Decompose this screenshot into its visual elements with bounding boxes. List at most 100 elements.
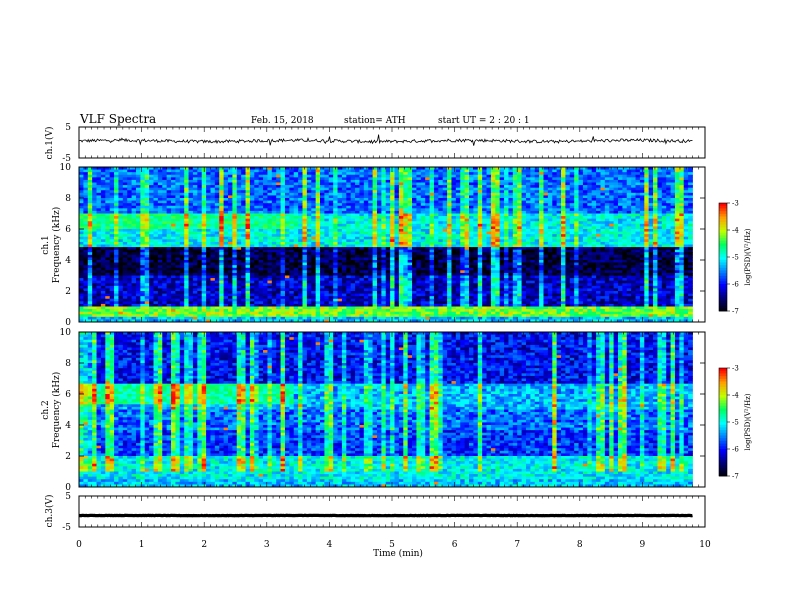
spectrogram-cell xyxy=(184,223,189,227)
spectrogram-cell xyxy=(197,223,203,227)
spectrogram-cell xyxy=(144,236,150,240)
spectrogram-cell xyxy=(166,213,172,217)
spectrogram-cell xyxy=(482,167,487,170)
spectrogram-cell xyxy=(206,249,211,253)
spectrogram-cell xyxy=(565,244,571,248)
start-time-label: start UT = 2 : 20 : 1 xyxy=(438,116,530,126)
spectrogram-cell xyxy=(232,208,238,212)
spectrogram-cell xyxy=(333,218,338,222)
spectrogram-cell xyxy=(144,241,150,245)
spectrogram-cell xyxy=(631,234,636,238)
spectrogram-cell xyxy=(114,172,119,176)
spectrogram-cell xyxy=(333,241,338,245)
spectrogram-cell xyxy=(644,247,650,251)
spectrogram-cell xyxy=(114,169,119,173)
spectrogram-cell xyxy=(311,208,317,212)
spectrogram-cell xyxy=(609,185,614,189)
spectrogram-cell xyxy=(324,221,330,225)
spectrogram-cell xyxy=(149,247,154,251)
spectrogram-cell xyxy=(539,236,544,240)
spectrogram-cell xyxy=(683,192,689,196)
spectrogram-cell xyxy=(219,198,224,201)
spectrogram-cell xyxy=(578,169,584,173)
spectrogram-cell xyxy=(447,244,452,248)
spectrogram-cell xyxy=(206,187,211,191)
spectrogram-cell xyxy=(561,198,566,201)
spectrogram-cell xyxy=(333,231,338,235)
spectrogram-cell xyxy=(556,190,562,194)
spectrogram-cell xyxy=(263,200,268,204)
spectrogram-cell xyxy=(482,254,487,258)
spectrogram-cell xyxy=(469,236,474,240)
spectrogram-cell xyxy=(372,185,378,189)
spectrogram-cell xyxy=(350,257,356,261)
spectrogram-cell xyxy=(346,172,352,176)
spectrogram-cell xyxy=(398,192,404,196)
spectrogram-cell xyxy=(477,252,483,256)
spectrogram-cell xyxy=(657,177,663,181)
spectrogram-cell xyxy=(648,239,654,243)
spectrogram-cell xyxy=(249,200,255,204)
spectrogram-cell xyxy=(442,249,448,253)
spectrogram-cell xyxy=(569,221,575,225)
spectrogram-cell xyxy=(683,223,689,227)
spectrogram-cell xyxy=(162,169,168,173)
spectrogram-cell xyxy=(306,172,312,176)
spectrogram-cell xyxy=(135,257,141,261)
spectrogram-cell xyxy=(372,200,378,204)
spectrogram-cell xyxy=(486,218,492,222)
spectrogram-cell xyxy=(271,172,277,176)
spectrogram-cell xyxy=(455,200,461,204)
spectrogram-cell xyxy=(315,174,321,178)
spectrogram-cell xyxy=(679,213,685,217)
spectrogram-cell xyxy=(79,229,84,232)
spectrogram-cell xyxy=(363,198,369,201)
spectrogram-cell xyxy=(534,200,540,204)
spectrogram-cell xyxy=(245,231,251,235)
spectrogram-cell xyxy=(490,172,496,176)
spectrogram-cell xyxy=(521,239,527,243)
spectrogram-cell xyxy=(473,195,479,199)
spectrogram-cell xyxy=(539,244,544,248)
spectrogram-cell xyxy=(324,182,330,186)
spectrogram-cell xyxy=(561,200,566,204)
spectrogram-cell xyxy=(201,241,207,245)
spectrogram-cell xyxy=(504,177,509,181)
spectrogram-cell xyxy=(552,174,558,178)
spectrogram-cell xyxy=(254,244,260,248)
spectrogram-cell xyxy=(469,229,474,232)
spectrogram-cell xyxy=(175,252,181,256)
spectrogram-cell xyxy=(561,218,566,222)
spectrogram-cell xyxy=(525,236,531,240)
spectrogram-cell xyxy=(390,205,395,209)
spectrogram-cell xyxy=(657,231,663,235)
spectrogram-cell xyxy=(670,213,676,217)
spectrogram-cell xyxy=(407,172,413,176)
spectrogram-cell xyxy=(473,169,479,173)
spectrogram-cell xyxy=(100,218,106,222)
spectrogram-cell xyxy=(464,208,470,212)
spectrogram-cell xyxy=(648,213,654,217)
spectrogram-cell xyxy=(626,249,632,253)
spectrogram-cell xyxy=(547,223,553,227)
spectrogram-cell xyxy=(368,229,373,232)
spectrogram-cell xyxy=(311,185,317,189)
spectrogram-cell xyxy=(184,213,189,217)
spectrogram-cell xyxy=(197,249,203,253)
spectrogram-cell xyxy=(556,187,562,191)
spectrogram-cell xyxy=(258,200,264,204)
spectrogram-cell xyxy=(420,239,426,243)
spectrogram-cell xyxy=(473,247,479,251)
spectrogram-cell xyxy=(504,185,509,189)
spectrogram-cell xyxy=(635,208,641,212)
spectrogram-cell xyxy=(162,190,168,194)
spectrogram-cell xyxy=(433,203,439,207)
spectrogram-cell xyxy=(477,174,483,178)
spectrogram-cell xyxy=(644,216,650,220)
spectrogram-cell xyxy=(626,185,632,189)
spectrogram-cell xyxy=(433,185,439,189)
spectrogram-cell xyxy=(613,174,619,178)
spectrogram-cell xyxy=(499,172,505,176)
spectrogram-cell xyxy=(280,200,286,204)
spectrogram-cell xyxy=(639,179,645,183)
